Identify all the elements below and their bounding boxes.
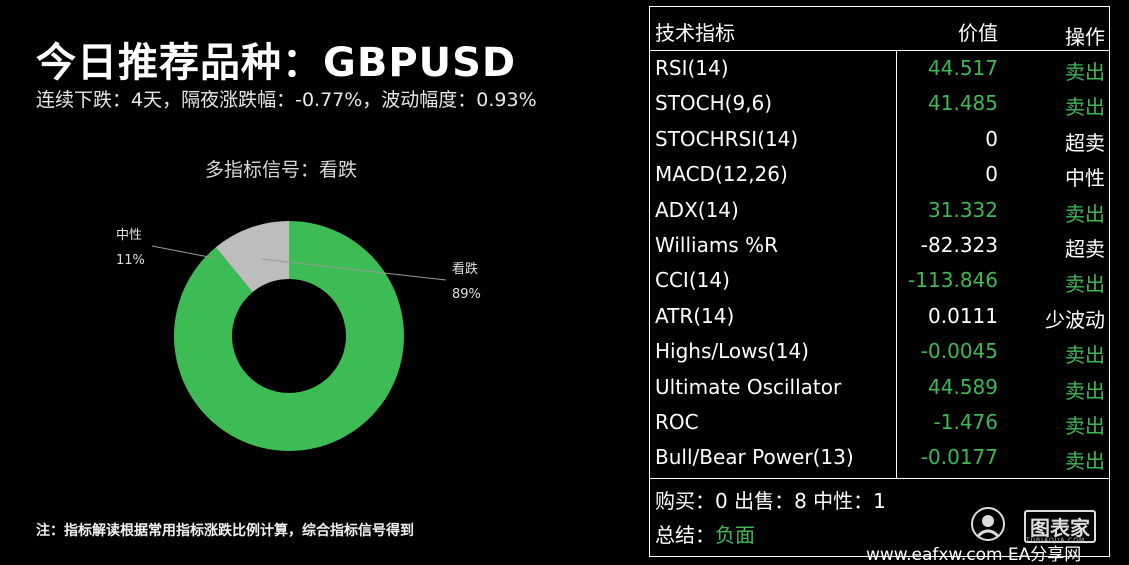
indicator-action: 中性 (1065, 166, 1105, 191)
brand-logo-icon (971, 507, 1005, 541)
table-row: STOCH(9,6) 41.485 卖出 (650, 87, 1109, 122)
indicator-action: 卖出 (1065, 272, 1105, 297)
indicator-value: -82.323 (920, 233, 998, 257)
table-row: RSI(14) 44.517 卖出 (650, 52, 1109, 87)
indicator-value: 41.485 (928, 91, 998, 116)
table-row: Highs/Lows(14) -0.0045 卖出 (650, 335, 1109, 370)
brand-subtext: TUBIAOJIA.COM (1026, 537, 1086, 544)
summary-line: 总结：负面 (655, 519, 755, 548)
column-divider (896, 51, 897, 478)
indicator-name: RSI(14) (655, 56, 729, 80)
indicator-name: Ultimate Oscillator (655, 374, 842, 399)
indicator-action: 超卖 (1065, 237, 1105, 261)
indicator-action: 卖出 (1065, 343, 1105, 368)
indicator-panel: 技术指标 价值 操作 RSI(14) 44.517 卖出 STOCH(9,6) 41.4… (649, 6, 1110, 557)
indicator-name: Williams %R (655, 233, 778, 257)
indicator-action: 卖出 (1065, 95, 1105, 120)
slice-value-label-1: 11% (116, 253, 145, 268)
summary-counts: 购买：0 出售：8 中性：1 (655, 489, 886, 513)
indicator-action: 卖出 (1065, 201, 1105, 226)
table-row: CCI(14) -113.846 卖出 (650, 264, 1109, 299)
page-title: 今日推荐品种：GBPUSD (36, 40, 517, 86)
indicator-value: -113.846 (908, 268, 998, 293)
indicator-value: 44.517 (928, 56, 998, 80)
table-row: MACD(12,26) 0 中性 (650, 158, 1109, 193)
table-row: ADX(14) 31.332 卖出 (650, 194, 1109, 229)
pie-slice-0 (174, 221, 404, 452)
page-subtitle: 连续下跌：4天，隔夜涨跌幅：-0.77%，波动幅度：0.93% (36, 89, 537, 111)
leader-line-0 (261, 258, 447, 281)
pie-slice-1 (215, 221, 289, 293)
indicator-value: 0 (985, 126, 998, 151)
indicator-action: 卖出 (1065, 449, 1105, 474)
header-divider (650, 50, 1109, 51)
header-action: 操作 (1065, 25, 1105, 49)
slice-value-label-0: 89% (452, 287, 481, 302)
indicator-name: Highs/Lows(14) (655, 339, 809, 364)
table-row: Ultimate Oscillator 44.589 卖出 (650, 371, 1109, 406)
indicator-value: 44.589 (928, 374, 998, 399)
indicator-action: 超卖 (1065, 130, 1105, 155)
indicator-value: -0.0177 (920, 445, 998, 470)
header-indicator: 技术指标 (655, 21, 735, 45)
brand-name: 图表家 (1024, 510, 1096, 543)
indicator-value: 0 (985, 162, 998, 187)
summary-label: 总结： (655, 523, 715, 547)
indicator-action: 卖出 (1065, 414, 1105, 438)
table-row: Bull/Bear Power(13) -0.0177 卖出 (650, 441, 1109, 476)
indicator-action: 卖出 (1065, 60, 1105, 84)
slice-label-1: 中性 (116, 228, 142, 243)
indicator-name: Bull/Bear Power(13) (655, 445, 854, 470)
table-row: ROC -1.476 卖出 (650, 406, 1109, 441)
table-row: Williams %R -82.323 超卖 (650, 229, 1109, 264)
summary-value: 负面 (715, 523, 755, 547)
indicator-value: -0.0045 (920, 339, 998, 364)
summary-divider (650, 478, 1109, 479)
indicator-value: 31.332 (928, 197, 998, 222)
indicator-name: MACD(12,26) (655, 162, 788, 187)
footnote: 注：指标解读根据常用指标涨跌比例计算，综合指标信号得到 (36, 523, 414, 539)
donut-chart: 看跌 89% 中性 11% (116, 221, 481, 452)
chart-title: 多指标信号：看跌 (205, 159, 358, 181)
indicator-name: CCI(14) (655, 268, 730, 293)
indicator-value: -1.476 (933, 410, 998, 434)
indicator-name: ATR(14) (655, 303, 735, 328)
indicator-name: STOCHRSI(14) (655, 126, 799, 151)
indicator-value: 0.0111 (928, 303, 998, 328)
header-value: 价值 (958, 21, 998, 45)
indicator-action: 卖出 (1065, 378, 1105, 403)
indicator-name: ROC (655, 410, 699, 434)
site-watermark: www.eafxw.com EA分享网 (866, 545, 1082, 565)
slice-label-0: 看跌 (452, 261, 478, 277)
indicator-name: ADX(14) (655, 197, 739, 222)
indicator-action: 少波动 (1045, 307, 1105, 332)
table-row: STOCHRSI(14) 0 超卖 (650, 123, 1109, 158)
indicator-name: STOCH(9,6) (655, 91, 773, 116)
table-row: ATR(14) 0.0111 少波动 (650, 300, 1109, 335)
leader-line-1 (151, 245, 215, 259)
